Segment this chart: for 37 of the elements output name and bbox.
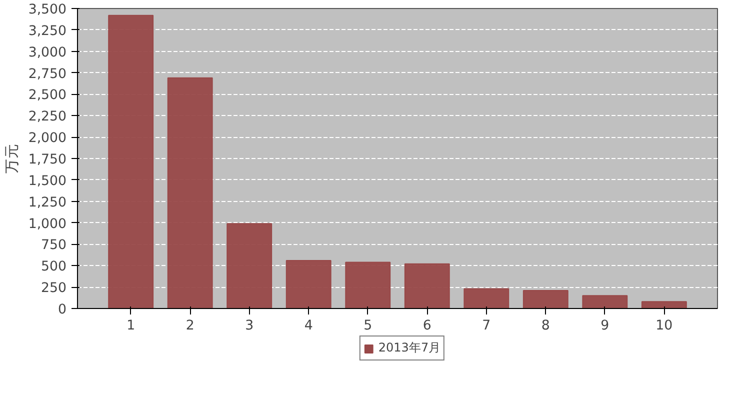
- bar: [522, 290, 568, 308]
- bar: [167, 77, 213, 308]
- x-tick-label: 9: [600, 318, 610, 334]
- x-tick-label: 6: [422, 318, 432, 334]
- y-tick-label: 250: [41, 281, 67, 296]
- y-tick-label: 2,000: [28, 131, 66, 146]
- y-tick-label: 750: [41, 238, 67, 254]
- legend-label: 2013年7月: [378, 340, 441, 356]
- y-tick-label: 1,000: [28, 216, 66, 232]
- bar: [108, 14, 154, 308]
- bar: [286, 260, 332, 308]
- y-tick-label: 1,250: [28, 195, 66, 210]
- bar: [464, 288, 510, 308]
- y-tick-label: 1,500: [28, 174, 66, 189]
- y-tick-label: 3,250: [28, 24, 66, 39]
- bar: [582, 295, 628, 308]
- x-tick-label: 5: [364, 318, 372, 334]
- x-tick-label: 10: [656, 318, 673, 334]
- bar: [641, 301, 687, 308]
- y-tick-label: 0: [58, 302, 67, 318]
- y-tick-label: 1,750: [28, 152, 66, 168]
- y-tick-label: 2,250: [28, 110, 66, 125]
- x-tick-label: 1: [126, 318, 136, 334]
- y-tick-label: 2,500: [28, 88, 66, 104]
- y-tick-label: 3,500: [28, 2, 66, 18]
- y-tick-label: 500: [41, 260, 67, 275]
- bar: [404, 263, 450, 308]
- x-tick-label: 7: [482, 318, 491, 334]
- y-tick-label: 2,750: [28, 66, 66, 82]
- x-tick-label: 3: [245, 318, 254, 334]
- x-tick-label: 4: [304, 318, 313, 334]
- bar: [345, 262, 391, 308]
- y-tick-label: 3,000: [28, 45, 66, 60]
- x-tick-label: 2: [186, 318, 194, 334]
- y-axis-title: 万元: [3, 144, 20, 174]
- bar: [226, 223, 272, 308]
- x-tick-label: 8: [541, 318, 550, 334]
